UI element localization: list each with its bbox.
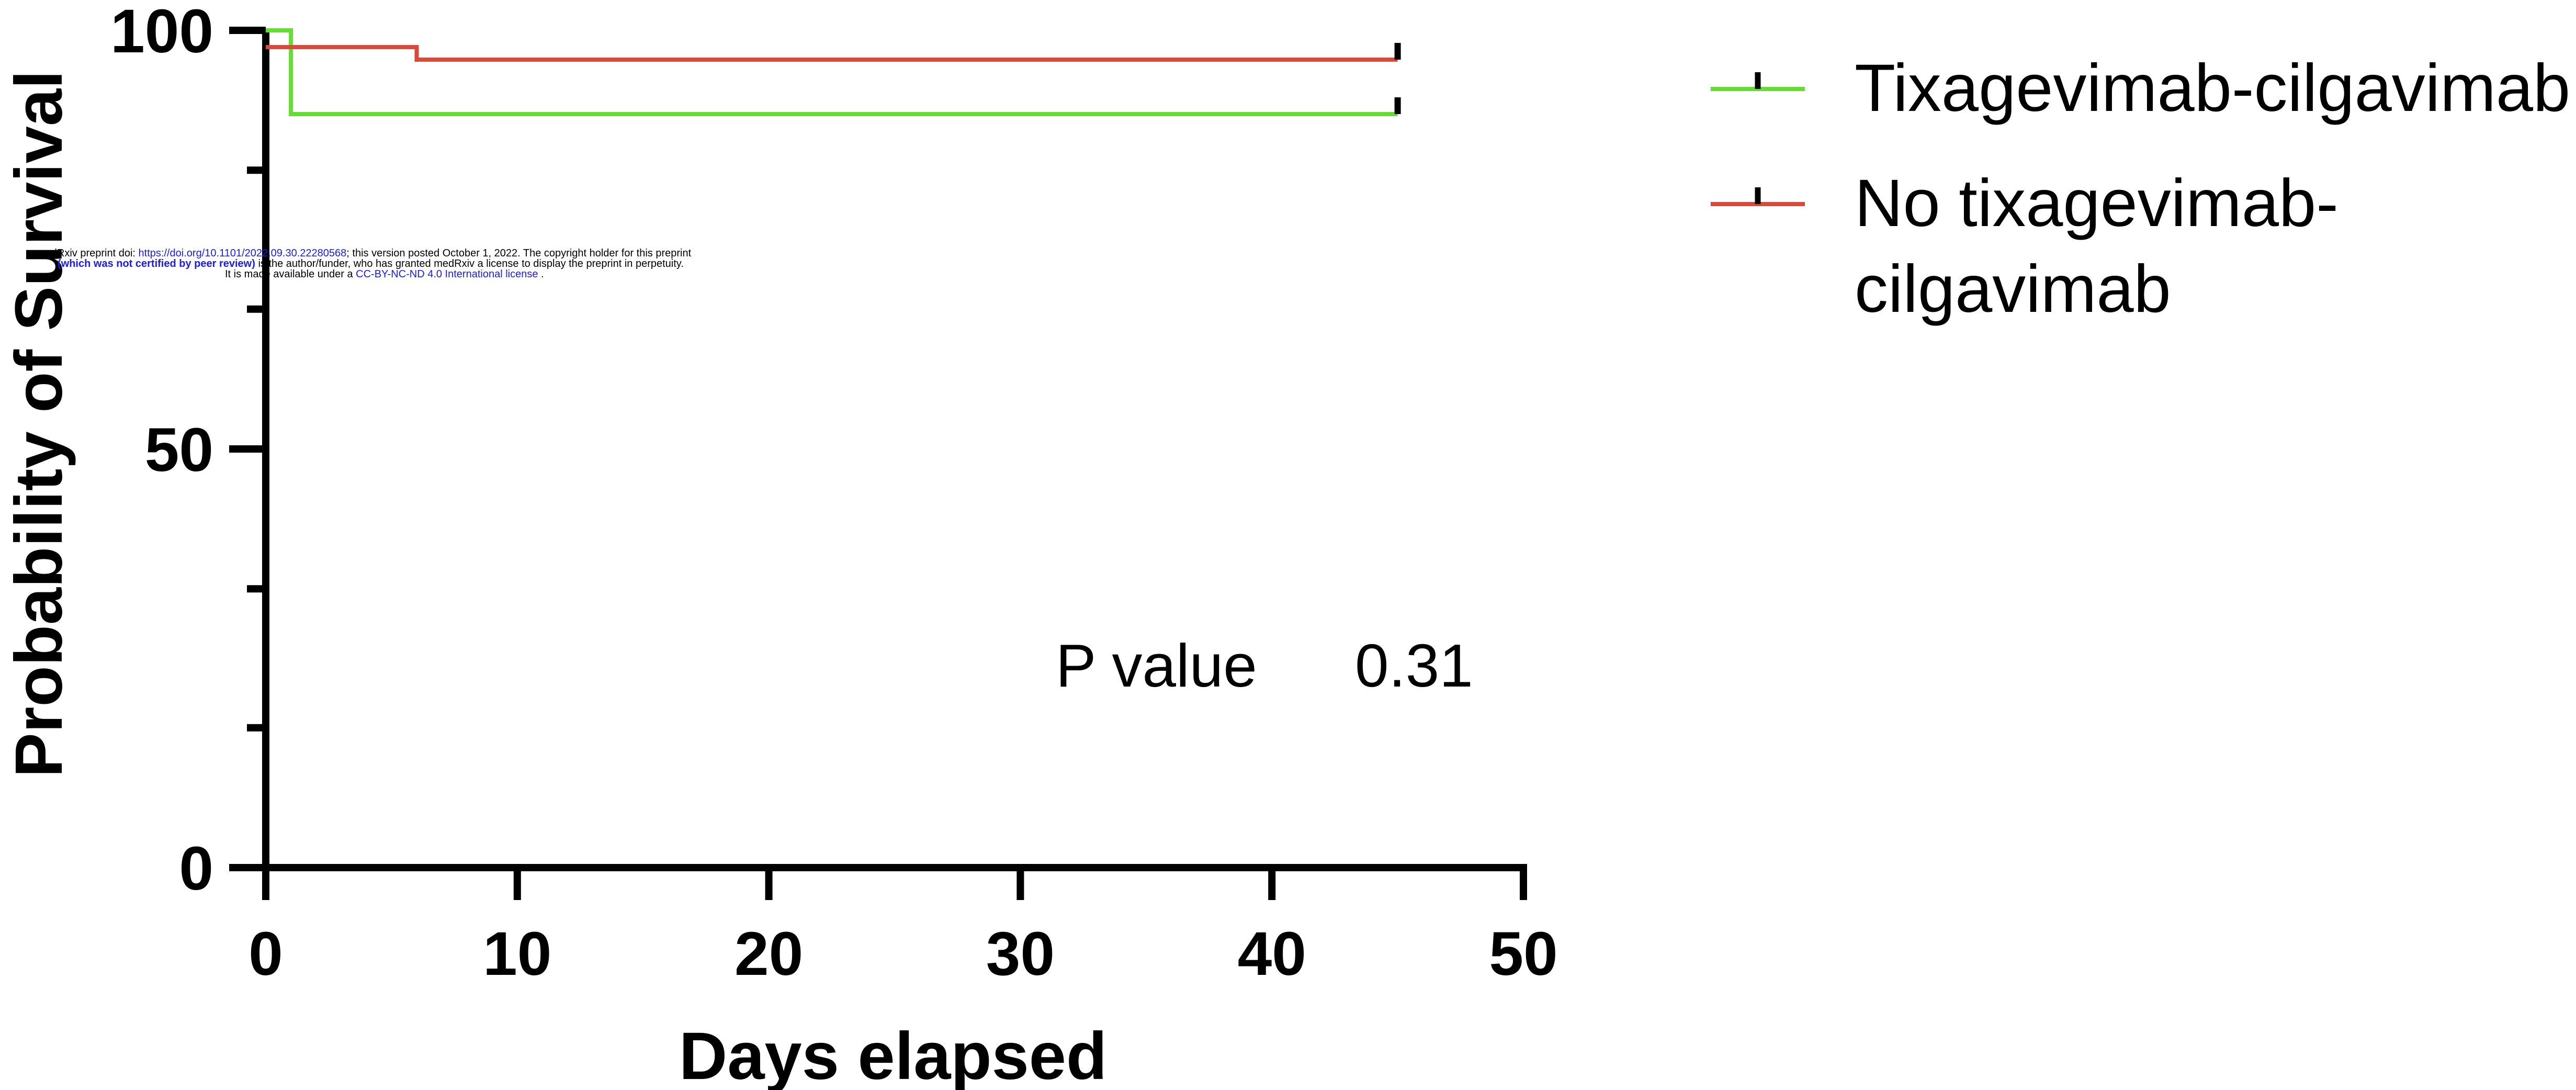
legend-label-untreated-line1: No tixagevimab- [1855,166,2338,241]
legend-item-treated: Tixagevimab-cilgavimab [1711,51,2570,126]
x-tick-label: 50 [1489,919,1557,988]
x-tick-label: 0 [248,919,283,988]
p-value-number: 0.31 [1355,632,1473,700]
survival-curve-series-1 [266,28,1398,116]
survival-curve-series-2 [266,45,1398,62]
y-axis-label: Probability of Survival [2,70,76,777]
p-value-annotation: P value 0.31 [1056,632,1473,700]
watermark-line-3-prefix: It is made available under a [225,268,356,280]
x-tick-label: 20 [735,919,803,988]
legend-item-untreated: No tixagevimab- cilgavimab [1711,166,2357,327]
series-layer [266,28,1401,116]
legend: Tixagevimab-cilgavimab No tixagevimab- c… [1711,51,2570,327]
legend-label-untreated-line2: cilgavimab [1855,252,2171,327]
watermark-line-3-suffix: . [538,268,544,280]
legend-label-treated: Tixagevimab-cilgavimab [1855,51,2570,126]
axes: 0 10 20 30 40 50 0 50 100 [110,0,1558,988]
watermark-line-2-suffix: is the author/funder, who has granted me… [255,258,684,269]
x-tick-label: 40 [1238,919,1306,988]
y-tick-label: 50 [145,415,213,485]
watermark-line-1: medRxiv preprint doi: https://doi.org/10… [37,248,692,259]
watermark-doi-link[interactable]: https://doi.org/10.1101/2022.09.30.22280… [139,248,347,259]
watermark-line-2: (which was not certified by peer review)… [58,258,684,269]
watermark-line-1-prefix: medRxiv preprint doi: [37,248,139,259]
y-tick-label: 0 [179,834,213,903]
watermark-peer-review-note: (which was not certified by peer review) [58,258,255,269]
x-tick-label: 30 [986,919,1055,988]
preprint-watermark: medRxiv preprint doi: https://doi.org/10… [37,248,692,280]
watermark-license-link[interactable]: CC-BY-NC-ND 4.0 International license [356,268,538,280]
p-value-label: P value [1056,632,1257,700]
watermark-line-3: It is made available under a CC-BY-NC-ND… [225,268,544,280]
watermark-line-1-suffix: ; this version posted October 1, 2022. T… [346,248,691,259]
legend-label-untreated: No tixagevimab- cilgavimab [1855,166,2357,327]
y-tick-label: 100 [110,0,213,66]
x-axis-label: Days elapsed [679,1019,1107,1090]
x-tick-label: 10 [483,919,551,988]
